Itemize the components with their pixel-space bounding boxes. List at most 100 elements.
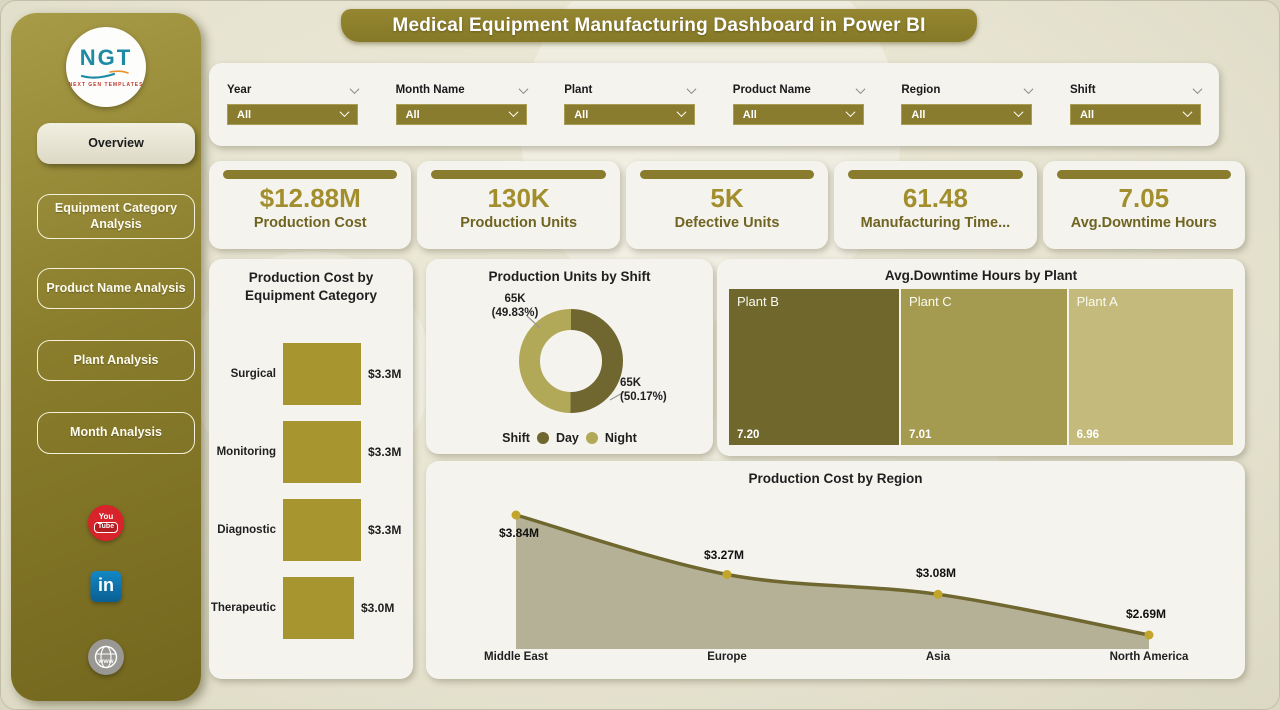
chevron-down-icon[interactable] <box>349 83 360 94</box>
area-line <box>514 513 1151 637</box>
legend-label-night[interactable]: Night <box>604 431 637 445</box>
donut-callout-day: 65K (50.17%) <box>620 377 667 404</box>
filter-selected-value: All <box>1079 108 1095 121</box>
donut-slice-night[interactable] <box>519 309 623 413</box>
filter-year-select[interactable]: All <box>227 104 358 125</box>
chevron-down-icon[interactable] <box>1023 83 1034 94</box>
treemap-cell-name: Plant B <box>737 294 779 309</box>
filter-label: Month Name <box>395 84 465 96</box>
callout-leader-line <box>609 391 625 401</box>
bar-category-label: Diagnostic <box>217 524 276 536</box>
sidebar-item-month-analysis[interactable]: Month Analysis <box>37 412 195 454</box>
treemap-cell-value: 6.96 <box>1076 429 1099 441</box>
filter-product-name-select[interactable]: All <box>732 104 864 125</box>
chevron-down-icon[interactable] <box>686 83 697 94</box>
kpi-accent-bar <box>848 170 1023 179</box>
linkedin-icon[interactable]: in <box>90 571 122 602</box>
bar-row: Therapeutic $3.0M <box>209 569 413 647</box>
area-data-label: $3.08M <box>915 566 957 581</box>
bar-chart-production-cost-by-equipment-category: Production Cost by Equipment Category Su… <box>209 259 413 679</box>
kpi-label: Manufacturing Time... <box>860 215 1011 232</box>
treemap-cell-plant-c[interactable]: Plant C 7.01 <box>901 289 1067 445</box>
legend-title: Shift <box>502 431 530 445</box>
website-globe-icon[interactable]: www <box>88 639 124 675</box>
area-data-label: $2.69M <box>1125 607 1167 621</box>
sidebar-item-product-name-analysis[interactable]: Product Name Analysis <box>37 268 195 309</box>
sidebar-item-overview[interactable]: Overview <box>37 123 195 164</box>
filter-label: Shift <box>1069 84 1096 96</box>
area-data-point-marker[interactable] <box>722 569 732 579</box>
x-axis-label: Middle East <box>484 651 548 663</box>
filter-product-name: Product Name All <box>732 83 866 125</box>
bar-rows: Surgical $3.3M Monitoring $3.3M Diagnost… <box>209 335 413 647</box>
bar-row: Diagnostic $3.3M <box>209 491 413 569</box>
logo-tagline: NEXT GEN TEMPLATES <box>68 81 144 88</box>
filter-plant-select[interactable]: All <box>564 104 696 125</box>
sidebar-item-plant-analysis[interactable]: Plant Analysis <box>37 340 195 381</box>
chevron-down-icon[interactable] <box>518 83 529 94</box>
filter-selected-value: All <box>574 108 589 121</box>
bar-fill-surgical[interactable] <box>283 343 361 405</box>
bar-fill-therapeutic[interactable] <box>283 577 354 639</box>
sidebar: NGT NEXT GEN TEMPLATES Overview Equipmen… <box>11 13 201 701</box>
filter-month-name-select[interactable]: All <box>395 104 527 125</box>
chart-title: Production Cost by Equipment Category <box>244 270 377 303</box>
bar-row: Monitoring $3.3M <box>209 413 413 491</box>
kpi-card-defective-units: 5K Defective Units <box>625 161 829 249</box>
chevron-down-icon[interactable] <box>855 83 866 94</box>
area-fill <box>516 515 1149 649</box>
filter-shift: Shift All <box>1069 83 1203 125</box>
globe-glyph: www <box>94 645 118 669</box>
filter-label: Year <box>227 84 252 96</box>
kpi-value: 61.48 <box>902 183 968 213</box>
callout-leader-line <box>526 315 541 329</box>
chevron-down-icon <box>1013 106 1024 117</box>
chevron-down-icon <box>339 106 350 117</box>
filter-selected-value: All <box>237 108 252 121</box>
filter-year: Year All <box>227 83 360 125</box>
chevron-down-icon <box>1182 106 1193 117</box>
area-data-point-marker[interactable] <box>1144 630 1154 640</box>
bar-fill-monitoring[interactable] <box>283 421 361 483</box>
treemap-avg-downtime-hours-by-plant: Avg.Downtime Hours by Plant Plant B 7.20… <box>717 259 1245 456</box>
treemap-cell-plant-b[interactable]: Plant B 7.20 <box>729 289 900 445</box>
youtube-icon[interactable]: You Tube <box>88 505 124 541</box>
kpi-card-avg-downtime-hours: 7.05 Avg.Downtime Hours <box>1042 161 1246 249</box>
chevron-down-icon <box>676 106 687 117</box>
bar-value-label: $3.3M <box>368 367 402 381</box>
chart-title: Avg.Downtime Hours by Plant <box>884 268 1078 283</box>
filter-label: Product Name <box>732 84 811 96</box>
legend-dot-day[interactable] <box>536 432 549 444</box>
donut-chart-production-units-by-shift: Production Units by Shift 65K (49.83%) 6… <box>426 259 713 454</box>
sidebar-item-equipment-category-analysis[interactable]: Equipment Category Analysis <box>37 194 195 239</box>
legend-dot-night[interactable] <box>585 432 598 444</box>
filter-region-select[interactable]: All <box>901 104 1033 125</box>
kpi-card-manufacturing-time: 61.48 Manufacturing Time... <box>834 161 1037 249</box>
kpi-label: Production Units <box>460 215 578 232</box>
bar-fill-diagnostic[interactable] <box>283 499 361 561</box>
kpi-value: 5K <box>710 183 744 213</box>
filter-label: Plant <box>564 84 593 96</box>
x-axis-label: North America <box>1109 651 1189 663</box>
filter-plant: Plant All <box>564 83 697 125</box>
bar-category-label: Surgical <box>230 368 276 380</box>
chevron-down-icon[interactable] <box>1192 83 1203 94</box>
filter-shift-select[interactable]: All <box>1069 104 1201 125</box>
filter-month-name: Month Name All <box>395 83 529 125</box>
chart-title: Production Units by Shift <box>488 269 651 284</box>
legend-label-day[interactable]: Day <box>555 431 579 445</box>
area-data-point-marker[interactable] <box>511 510 521 520</box>
logo-text: NGT <box>79 44 133 70</box>
treemap-cell-value: 7.01 <box>909 429 932 441</box>
area-chart-svg <box>511 510 1154 649</box>
youtube-text: You <box>98 511 114 521</box>
ngt-logo: NGT NEXT GEN TEMPLATES <box>66 27 146 107</box>
x-axis-label: Europe <box>707 651 747 663</box>
treemap-cell-plant-a[interactable]: Plant A 6.96 <box>1068 289 1233 445</box>
filter-selected-value: All <box>742 108 757 121</box>
kpi-label: Defective Units <box>674 215 780 232</box>
kpi-card-production-units: 130K Production Units <box>417 161 620 249</box>
area-data-point-marker[interactable] <box>933 589 943 599</box>
chart-title: Production Cost by Region <box>748 471 923 486</box>
